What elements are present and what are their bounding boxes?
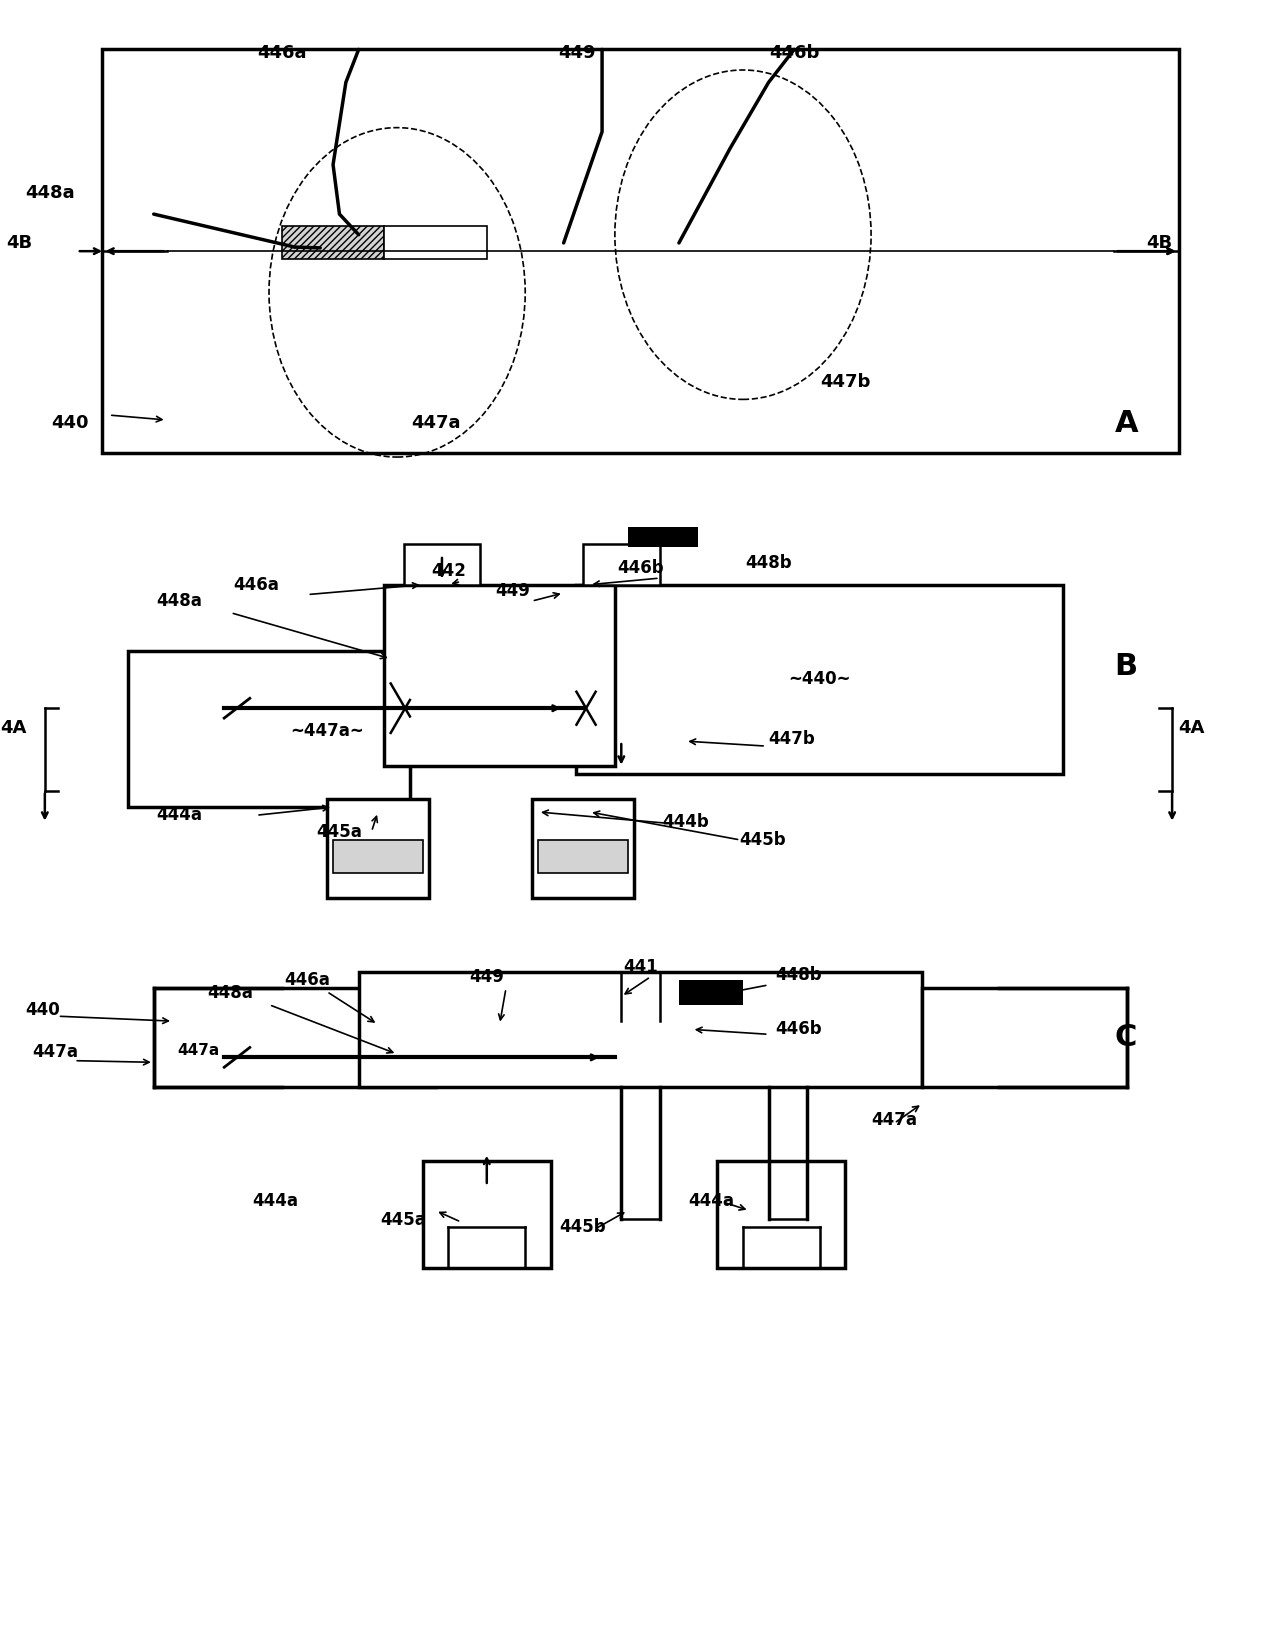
Text: 448a: 448a — [156, 591, 202, 609]
Bar — [717, 1161, 845, 1268]
Text: 4A: 4A — [1179, 718, 1205, 736]
Bar — [128, 651, 410, 807]
Text: 447a: 447a — [871, 1110, 917, 1128]
Text: 446a: 446a — [233, 575, 279, 593]
Bar — [359, 972, 922, 1087]
Text: 446a: 446a — [284, 970, 330, 988]
Bar — [576, 585, 1063, 774]
Text: 445b: 445b — [560, 1217, 606, 1235]
Text: 445b: 445b — [739, 830, 785, 848]
Text: ~440~: ~440~ — [789, 669, 851, 687]
Text: 448a: 448a — [26, 183, 76, 201]
Text: B: B — [1114, 652, 1138, 682]
Text: 449: 449 — [469, 967, 505, 985]
Bar — [532, 799, 634, 898]
Text: 442: 442 — [430, 562, 466, 580]
Text: 440: 440 — [26, 1000, 60, 1018]
Bar — [384, 226, 487, 260]
Text: 446b: 446b — [617, 558, 664, 576]
Bar — [282, 226, 384, 260]
Bar — [538, 840, 628, 873]
Text: 444b: 444b — [662, 812, 708, 830]
Text: 449: 449 — [557, 43, 596, 61]
Text: 446b: 446b — [769, 43, 820, 61]
Text: 4B: 4B — [6, 234, 32, 252]
Text: C: C — [1114, 1023, 1136, 1052]
Text: 449: 449 — [494, 581, 530, 600]
Bar — [333, 840, 423, 873]
Bar — [404, 544, 480, 585]
Text: 447a: 447a — [411, 413, 460, 432]
Text: 448b: 448b — [775, 965, 821, 983]
Text: 447b: 447b — [820, 372, 870, 390]
Text: 447a: 447a — [178, 1043, 219, 1059]
Bar — [628, 527, 698, 547]
Bar — [154, 988, 436, 1087]
Text: 447a: 447a — [32, 1043, 78, 1061]
Text: 444a: 444a — [156, 805, 202, 824]
Text: 4B: 4B — [1146, 234, 1172, 252]
Text: 448b: 448b — [746, 553, 792, 572]
Bar — [583, 544, 660, 585]
Bar — [327, 799, 429, 898]
Bar — [922, 988, 1127, 1087]
Text: 4A: 4A — [0, 718, 27, 736]
Text: 445a: 445a — [316, 822, 363, 840]
Bar — [423, 1161, 551, 1268]
Text: 444a: 444a — [688, 1191, 734, 1209]
Bar — [384, 585, 615, 766]
Text: ~447a~: ~447a~ — [290, 721, 364, 740]
Bar — [679, 980, 743, 1005]
Text: 441: 441 — [623, 957, 658, 975]
Text: 447b: 447b — [769, 730, 815, 748]
Text: 446a: 446a — [257, 43, 306, 61]
Text: 440: 440 — [51, 413, 88, 432]
Text: 446b: 446b — [775, 1019, 821, 1038]
Text: 448a: 448a — [208, 983, 254, 1001]
FancyBboxPatch shape — [102, 49, 1179, 453]
Text: A: A — [1114, 408, 1138, 438]
Text: 445a: 445a — [380, 1211, 427, 1229]
Text: 444a: 444a — [252, 1191, 298, 1209]
